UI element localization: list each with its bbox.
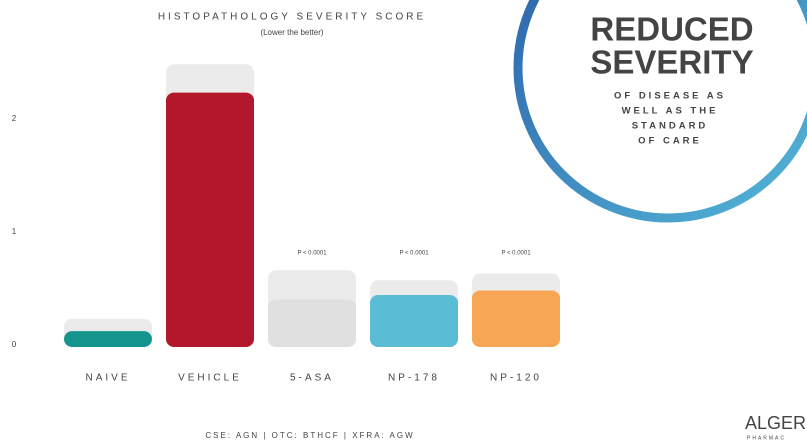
bar xyxy=(472,290,560,347)
callout-title: SEVERITY xyxy=(590,44,753,81)
logo-sub: PHARMAC xyxy=(747,435,786,441)
p-value: P < 0.0001 xyxy=(399,251,429,257)
callout-ring xyxy=(513,0,807,223)
x-tick-label: NP-178 xyxy=(388,373,440,384)
callout-text: STANDARD xyxy=(632,121,709,132)
chart-title: HISTOPATHOLOGY SEVERITY SCORE xyxy=(158,12,426,23)
chart-subtitle: (Lower the better) xyxy=(260,28,323,37)
x-tick-label: NAIVE xyxy=(85,373,130,384)
footer: CSE: AGN | OTC: BTHCF | XFRA: AGW xyxy=(205,431,414,440)
x-tick-label: VEHICLE xyxy=(178,373,242,384)
p-value: P < 0.0001 xyxy=(501,251,531,257)
x-tick-label: 5-ASA xyxy=(290,373,334,384)
y-tick-label: 0 xyxy=(12,340,17,349)
callout-title: REDUCED xyxy=(590,11,753,48)
callout-text: OF CARE xyxy=(638,136,702,147)
bar xyxy=(64,331,152,347)
y-tick-label: 2 xyxy=(12,114,17,123)
logo: ALGER xyxy=(745,413,806,433)
callout-text: WELL AS THE xyxy=(622,106,719,117)
y-tick-label: 1 xyxy=(12,227,17,236)
bar xyxy=(166,92,254,347)
p-value: P < 0.0001 xyxy=(297,251,327,257)
bar xyxy=(268,299,356,347)
bar xyxy=(370,294,458,347)
x-tick-label: NP-120 xyxy=(490,373,542,384)
callout-text: OF DISEASE AS xyxy=(614,91,726,102)
